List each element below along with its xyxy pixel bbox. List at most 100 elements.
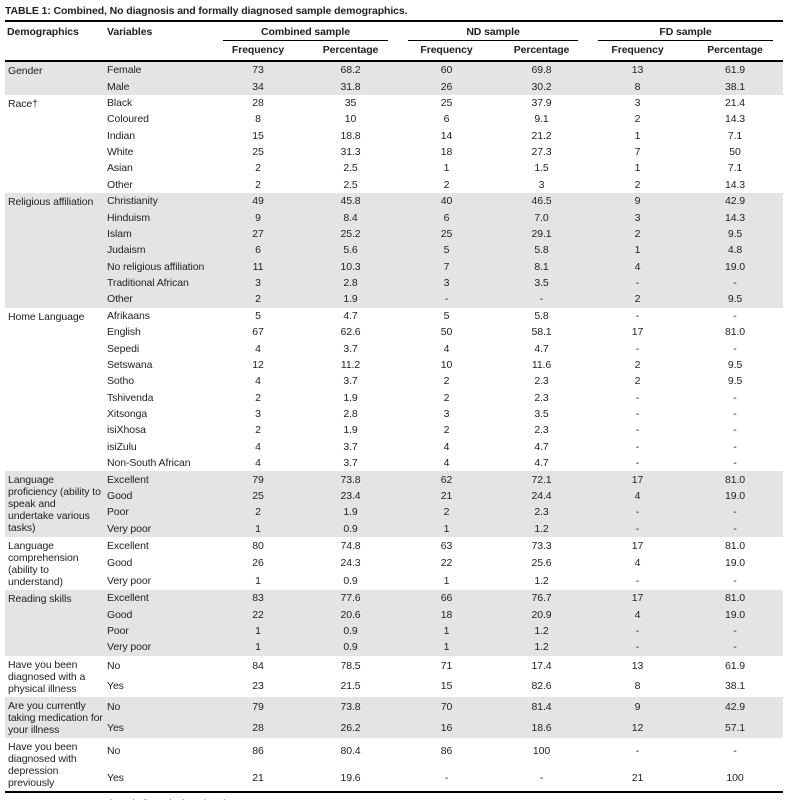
nd-percentage-value: 11.6 xyxy=(531,358,552,371)
column-header-nd-percentage: Percentage xyxy=(495,41,588,62)
nd-percentage-value: 46.5 xyxy=(495,193,588,210)
combined-frequency-value: 1 xyxy=(255,575,261,588)
fd-percentage-value: 19.0 xyxy=(687,258,784,275)
fd-percentage-value: 38.1 xyxy=(687,78,784,95)
combined-frequency-value: 73 xyxy=(213,61,303,79)
nd-percentage-value: 76.7 xyxy=(495,590,588,607)
combined-frequency-value: 3 xyxy=(213,274,303,292)
fd-percentage-value: 57.1 xyxy=(687,717,784,738)
nd-frequency-value: 22 xyxy=(440,557,453,570)
combined-percentage-value: 2.5 xyxy=(343,162,358,175)
combined-frequency-value: 4 xyxy=(255,342,261,355)
nd-frequency-value: 60 xyxy=(398,61,495,79)
combined-percentage-value: 2.8 xyxy=(343,408,358,421)
nd-frequency-value: 63 xyxy=(440,539,453,552)
fd-percentage-value: 81.0 xyxy=(687,471,784,488)
fd-frequency-value: 17 xyxy=(631,539,644,552)
combined-frequency-value: 11 xyxy=(213,258,303,275)
nd-frequency-value: 1 xyxy=(443,575,450,588)
variable-label: Asian xyxy=(107,162,133,175)
nd-frequency-value: 3 xyxy=(443,408,450,421)
combined-percentage-value: 73.8 xyxy=(303,471,398,488)
nd-percentage-value: - xyxy=(495,291,588,308)
fd-frequency-value: 2 xyxy=(634,178,641,191)
nd-percentage-value: 4.7 xyxy=(534,457,549,470)
variable-label: Indian xyxy=(107,129,136,142)
variable-label: Poor xyxy=(105,622,213,640)
fd-frequency-value: 4 xyxy=(588,487,687,505)
combined-frequency-value: 4 xyxy=(255,457,261,470)
nd-frequency-value: 2 xyxy=(443,178,450,191)
column-header-fd-percentage: Percentage xyxy=(687,41,784,62)
fd-frequency-value: - xyxy=(635,745,640,758)
combined-percentage-value: 78.5 xyxy=(340,659,361,672)
combined-percentage-value: 1.9 xyxy=(303,504,398,521)
nd-frequency-value: 50 xyxy=(440,326,453,339)
combined-frequency-value: 22 xyxy=(213,606,303,623)
variable-label: Good xyxy=(107,557,133,570)
nd-percentage-value: 9.1 xyxy=(534,113,549,126)
combined-frequency-value: 25 xyxy=(252,146,264,159)
demographic-label: Language proficiency (ability to speak a… xyxy=(5,471,105,537)
column-header-combined-sample: Combined sample xyxy=(213,22,398,41)
combined-frequency-value: 5 xyxy=(255,309,261,322)
nd-percentage-value: 5.8 xyxy=(534,309,549,322)
combined-percentage-value: 3.7 xyxy=(343,342,358,355)
fd-frequency-value: 1 xyxy=(634,129,641,142)
combined-percentage-value: 74.8 xyxy=(340,539,361,552)
fd-frequency-value: 7 xyxy=(634,146,641,159)
combined-percentage-value: 11.2 xyxy=(340,358,361,371)
combined-frequency-value: 9 xyxy=(213,209,303,226)
fd-percentage-value: 61.9 xyxy=(724,659,746,672)
fd-frequency-value: - xyxy=(635,342,640,355)
table-row: Sepedi 4 3.7 4 4.7 - - xyxy=(5,340,783,356)
fd-frequency-value: - xyxy=(635,309,640,322)
combined-percentage-value: 4.7 xyxy=(343,309,358,322)
combined-frequency-value: 2 xyxy=(213,291,303,308)
nd-percentage-value: 17.4 xyxy=(531,659,552,672)
combined-frequency-value: 21 xyxy=(252,771,264,784)
fd-percentage-value: 100 xyxy=(726,771,744,784)
fd-percentage-value: 14.3 xyxy=(724,113,746,126)
combined-percentage-value: 31.3 xyxy=(340,146,361,159)
table-row: Very poor 1 0.9 1 1.2- - xyxy=(5,520,784,537)
fd-percentage-value: 50 xyxy=(729,146,741,159)
table-row: English 67 62.6 50 58.1 17 81.0 xyxy=(5,324,783,340)
table-row: Yes 21 19.6 - - 21 100 xyxy=(5,764,783,792)
variable-label: Coloured xyxy=(107,113,149,126)
nd-frequency-value: 2 xyxy=(443,375,450,388)
demographics-table: Demographics Variables Combined sample N… xyxy=(5,22,784,794)
fd-percentage-value: 42.9 xyxy=(687,696,784,718)
table-row: Very poor 1 0.9 1 1.2- - xyxy=(5,639,784,656)
nd-percentage-value: 3.5 xyxy=(534,408,549,421)
nd-percentage-value: 73.3 xyxy=(531,539,552,552)
nd-frequency-value: 5 xyxy=(443,309,450,322)
nd-frequency-value: 71 xyxy=(440,659,453,672)
fd-percentage-value: 9.5 xyxy=(727,358,743,371)
combined-percentage-value: 1.9 xyxy=(343,424,358,437)
nd-frequency-value: 1 xyxy=(443,162,450,175)
fd-percentage-value: - xyxy=(687,274,784,292)
fd-frequency-value: 1 xyxy=(634,162,641,175)
combined-percentage-value: 62.6 xyxy=(340,326,361,339)
fd-frequency-value: 8 xyxy=(588,78,687,95)
nd-frequency-value: 15 xyxy=(440,680,453,693)
fd-frequency-value: - xyxy=(635,391,640,404)
fd-percentage-value: - xyxy=(687,622,784,640)
nd-percentage-value: 30.2 xyxy=(495,78,588,95)
sample-header-row: Demographics Variables Combined sample N… xyxy=(5,22,783,62)
column-header-nd-sample: ND sample xyxy=(398,22,588,41)
table-row: Yes 28 26.2 16 18.6 12 57.1 xyxy=(5,717,784,738)
combined-percentage-value: 3.7 xyxy=(343,375,358,388)
nd-frequency-value: 4 xyxy=(443,342,450,355)
nd-percentage-value: 18.6 xyxy=(495,717,588,738)
combined-sample-label: Combined sample xyxy=(223,26,388,41)
table-row: Asian 2 2.5 1 1.5 1 7.1 xyxy=(5,160,783,176)
variable-label: Other xyxy=(105,291,213,308)
fd-percentage-value: - xyxy=(687,639,784,656)
table-row: isiXhosa 2 1.9 2 2.3 - - xyxy=(5,422,783,438)
variable-label: Setswana xyxy=(107,358,153,371)
variable-label: isiZulu xyxy=(107,440,137,453)
fd-frequency-value: 13 xyxy=(631,659,644,672)
fd-frequency-value: 4 xyxy=(634,557,641,570)
